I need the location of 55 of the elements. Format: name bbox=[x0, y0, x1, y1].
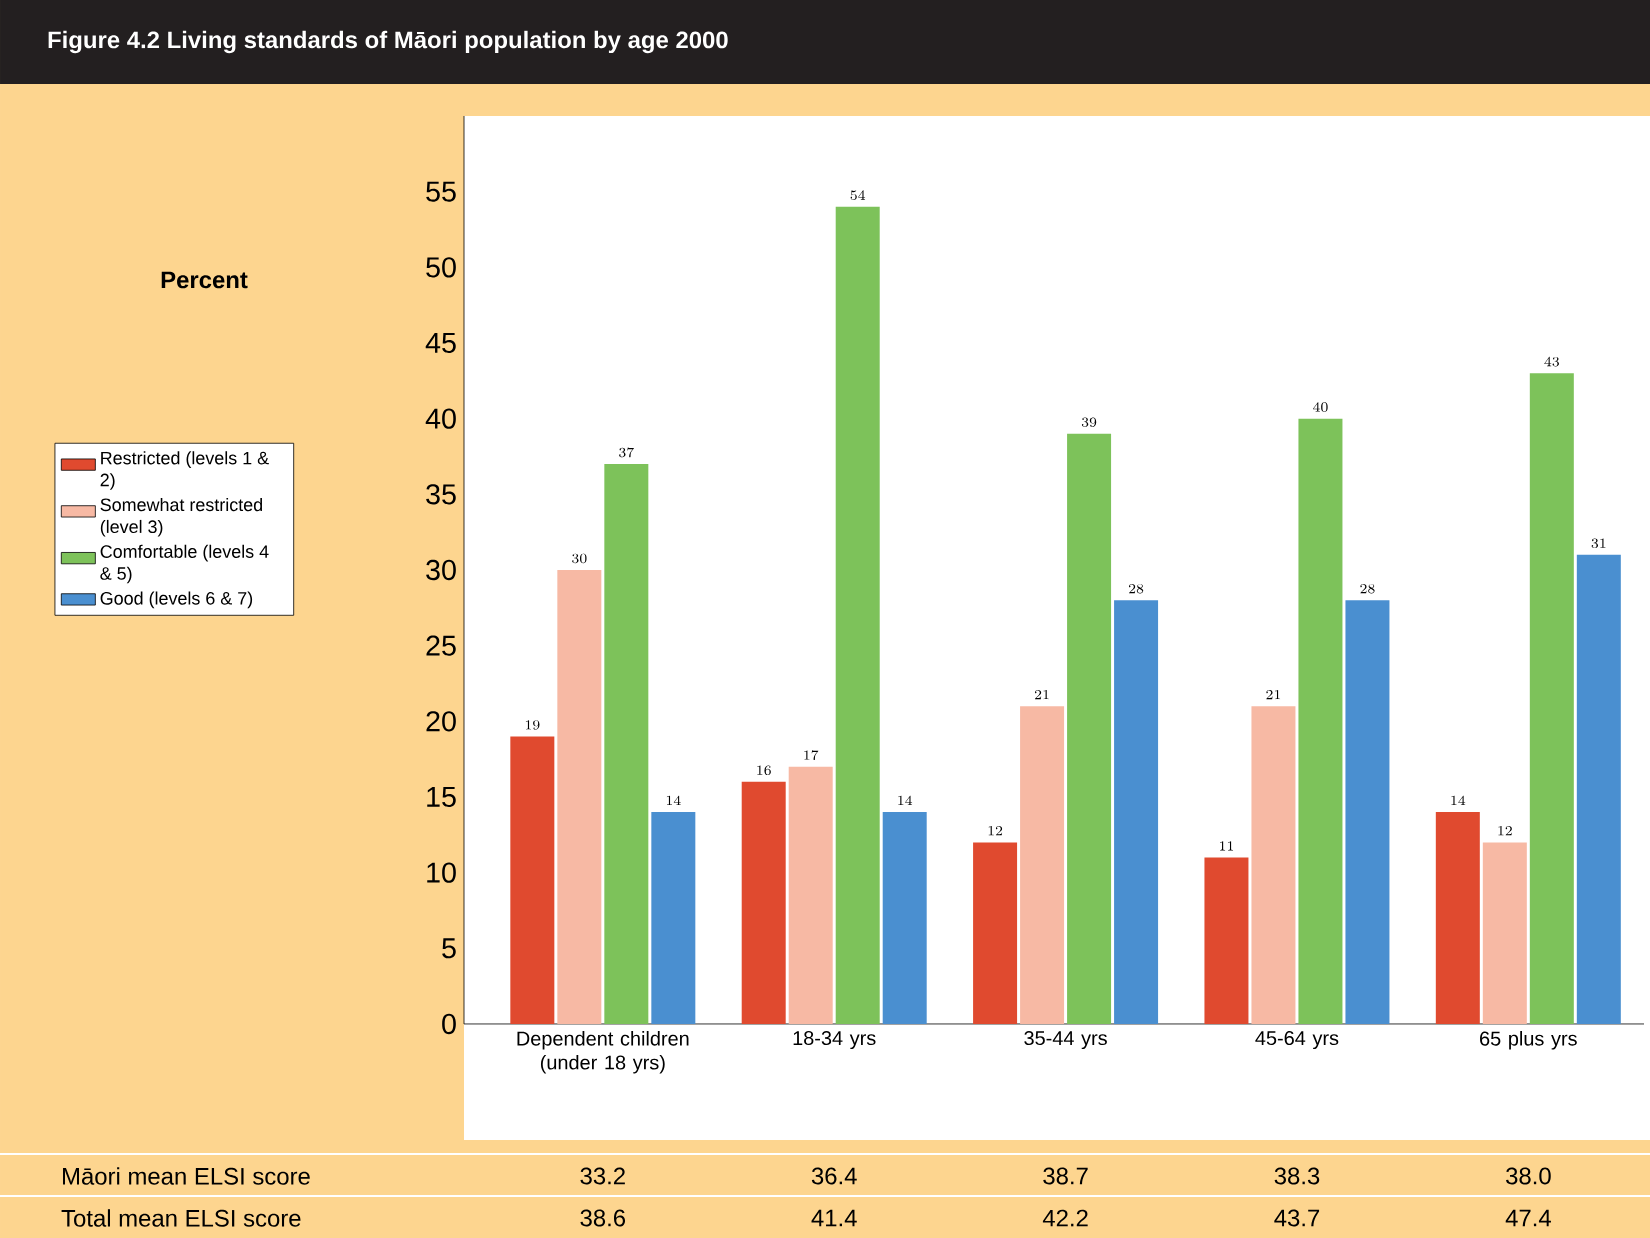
y-tick-label: 30 bbox=[426, 559, 456, 581]
bar bbox=[1067, 433, 1112, 1024]
text: Māori mean ELSI score bbox=[63, 1167, 310, 1185]
bar bbox=[741, 781, 786, 1024]
text: 47.4 bbox=[1505, 1209, 1551, 1227]
text: 38.0 bbox=[1506, 1167, 1551, 1185]
y-tick-label: 15 bbox=[427, 786, 456, 807]
legend-label: Restricted (levels 1 & 2) bbox=[100, 451, 269, 490]
y-tick-label: 45 bbox=[425, 332, 456, 353]
bar bbox=[604, 464, 649, 1024]
y-tick-label: 55 bbox=[426, 181, 456, 202]
x-tick-label: 65 plus yrs bbox=[1480, 1031, 1577, 1050]
bar bbox=[557, 569, 602, 1024]
text: 33.2 bbox=[580, 1167, 625, 1185]
text: 43.7 bbox=[1274, 1209, 1320, 1227]
y-tick-label: 0 bbox=[442, 1013, 456, 1035]
bar bbox=[510, 736, 555, 1024]
y-tick-label: 10 bbox=[427, 862, 456, 883]
bar bbox=[1298, 418, 1343, 1024]
y-tick-label: 40 bbox=[425, 408, 456, 429]
bar bbox=[1345, 600, 1390, 1024]
bar bbox=[1482, 842, 1527, 1024]
y-tick-label: 20 bbox=[426, 711, 456, 732]
bar bbox=[1435, 812, 1480, 1024]
bar bbox=[1020, 706, 1065, 1024]
bar bbox=[835, 206, 880, 1024]
x-tick-label: 45-64 yrs bbox=[1255, 1031, 1339, 1050]
bar bbox=[1251, 706, 1296, 1024]
text: 36.4 bbox=[811, 1167, 857, 1185]
bar bbox=[651, 812, 696, 1024]
y-tick-label: 5 bbox=[442, 938, 456, 959]
x-tick-label: 18-34 yrs bbox=[793, 1031, 876, 1050]
legend-label: Comfortable (levels 4 & 5) bbox=[100, 544, 269, 584]
text: 38.6 bbox=[580, 1209, 626, 1227]
text: 38.7 bbox=[1043, 1167, 1088, 1185]
text: 38.3 bbox=[1274, 1167, 1320, 1185]
y-tick-label: 50 bbox=[426, 257, 456, 278]
x-tick-label: Dependent children (under 18 yrs) bbox=[517, 1031, 689, 1074]
x-tick-label: 35-44 yrs bbox=[1024, 1031, 1107, 1050]
bar bbox=[1576, 554, 1621, 1024]
bar bbox=[1529, 373, 1574, 1024]
text: 42.2 bbox=[1042, 1209, 1088, 1227]
bar bbox=[882, 812, 927, 1024]
bar bbox=[1114, 600, 1159, 1024]
bar bbox=[788, 766, 833, 1024]
text: Percent bbox=[161, 271, 248, 289]
bar bbox=[973, 842, 1018, 1024]
y-tick-label: 35 bbox=[426, 484, 456, 505]
bar bbox=[1204, 857, 1249, 1024]
chart-title: Figure 4.2 Living standards of Māori population by age 2000 bbox=[48, 30, 728, 54]
legend-label: Somewhat restricted (level 3) bbox=[100, 497, 262, 537]
text: 41.4 bbox=[811, 1209, 857, 1227]
text: Total mean ELSI score bbox=[61, 1209, 301, 1227]
legend-label: Good (levels 6 & 7) bbox=[100, 591, 253, 609]
y-tick-label: 25 bbox=[426, 635, 456, 656]
